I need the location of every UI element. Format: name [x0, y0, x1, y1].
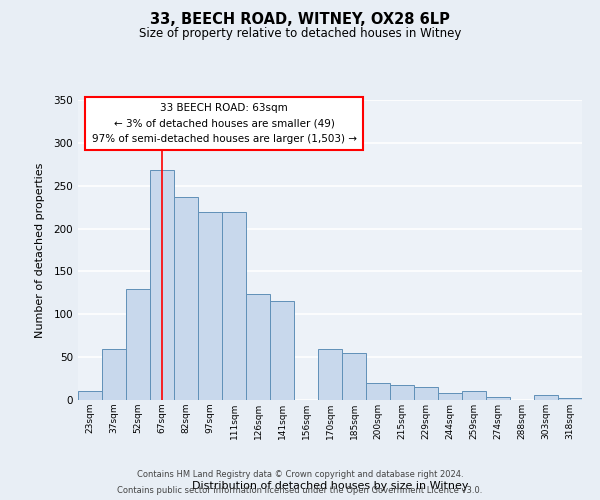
Bar	[198, 212, 222, 400]
Y-axis label: Number of detached properties: Number of detached properties	[35, 162, 45, 338]
Bar	[126, 288, 150, 400]
Bar	[102, 348, 126, 400]
Text: 33 BEECH ROAD: 63sqm
← 3% of detached houses are smaller (49)
97% of semi-detach: 33 BEECH ROAD: 63sqm ← 3% of detached ho…	[92, 103, 356, 144]
Text: Contains public sector information licensed under the Open Government Licence v3: Contains public sector information licen…	[118, 486, 482, 495]
Bar	[222, 212, 246, 400]
Bar	[558, 398, 582, 400]
X-axis label: Distribution of detached houses by size in Witney: Distribution of detached houses by size …	[192, 481, 468, 491]
Text: 33, BEECH ROAD, WITNEY, OX28 6LP: 33, BEECH ROAD, WITNEY, OX28 6LP	[150, 12, 450, 28]
Bar	[366, 383, 390, 400]
Bar	[534, 395, 558, 400]
Bar	[390, 384, 414, 400]
Bar	[150, 170, 174, 400]
Bar	[78, 392, 102, 400]
Bar	[174, 197, 198, 400]
Bar	[414, 387, 438, 400]
Bar	[246, 294, 270, 400]
Bar	[318, 350, 342, 400]
Bar	[438, 393, 462, 400]
Bar	[342, 353, 366, 400]
Text: Contains HM Land Registry data © Crown copyright and database right 2024.: Contains HM Land Registry data © Crown c…	[137, 470, 463, 479]
Bar	[462, 392, 486, 400]
Bar	[270, 302, 294, 400]
Bar	[486, 396, 510, 400]
Text: Size of property relative to detached houses in Witney: Size of property relative to detached ho…	[139, 28, 461, 40]
